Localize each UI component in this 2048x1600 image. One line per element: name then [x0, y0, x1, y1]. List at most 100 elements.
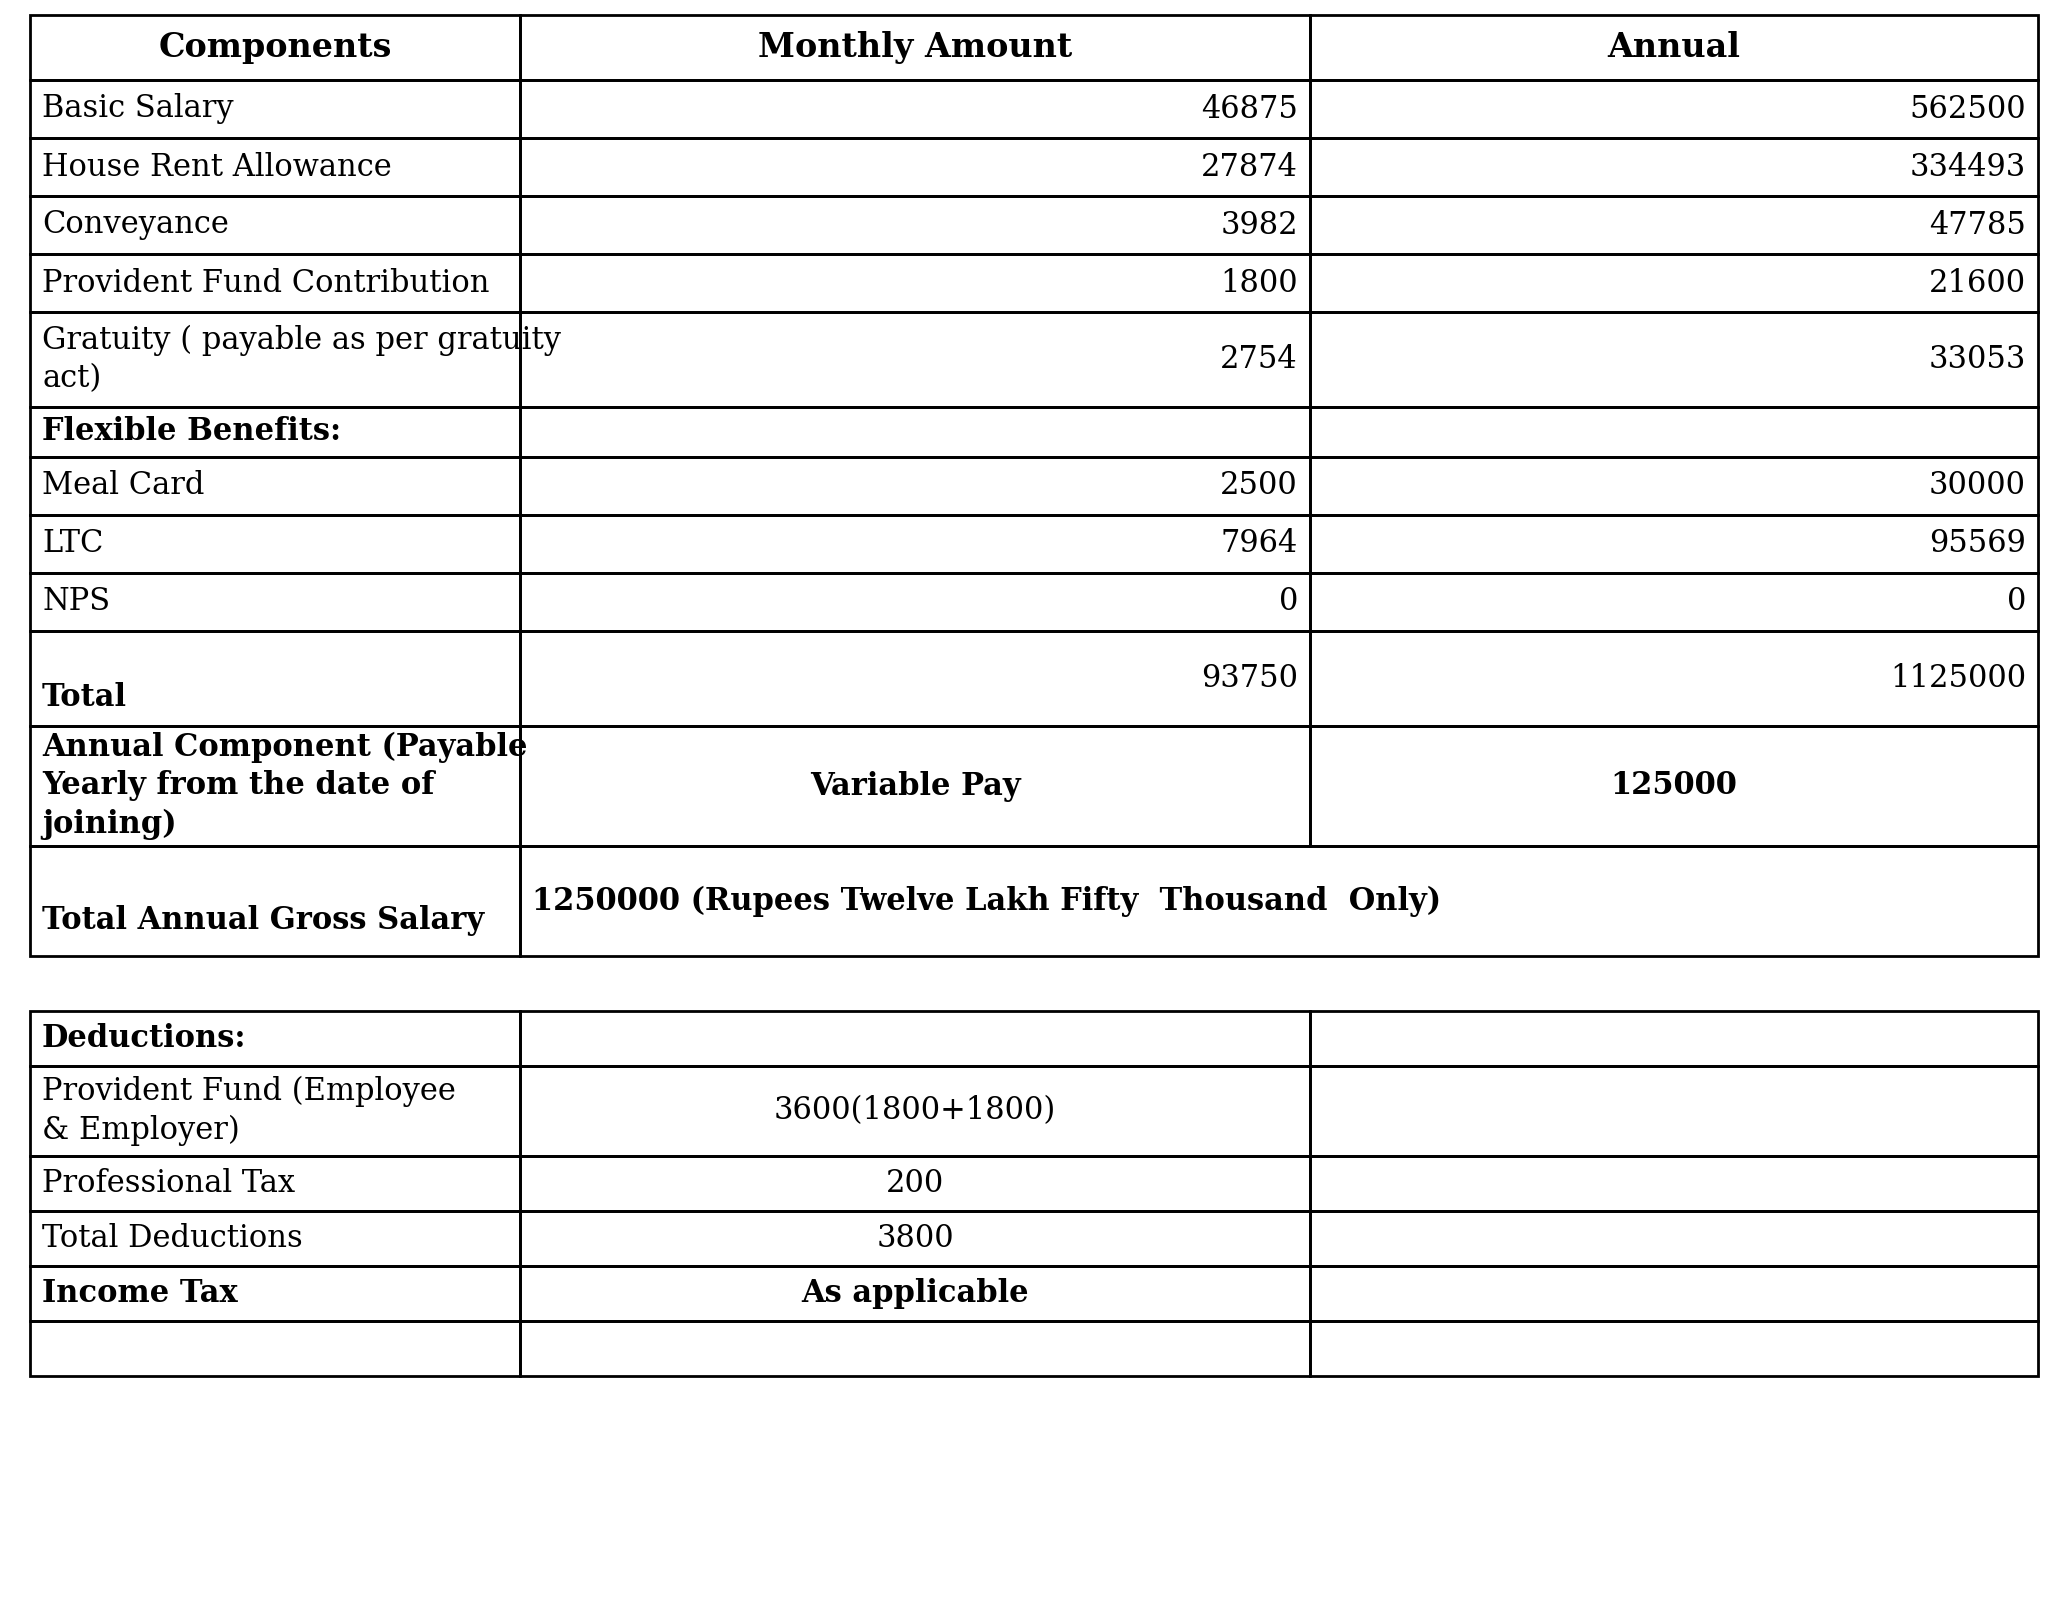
Bar [31, 573, 520, 630]
Text: 95569: 95569 [1929, 528, 2025, 560]
Bar [1311, 458, 2038, 515]
Text: Total: Total [43, 643, 127, 714]
Bar [31, 1266, 520, 1322]
Text: 46875: 46875 [1200, 93, 1298, 125]
Text: Annual Component (Payable
Yearly from the date of
joining): Annual Component (Payable Yearly from th… [43, 733, 528, 840]
Text: 1250000 (Rupees Twelve Lakh Fifty  Thousand  Only): 1250000 (Rupees Twelve Lakh Fifty Thousa… [532, 885, 1442, 917]
Bar [520, 1266, 1311, 1322]
Bar [1311, 312, 2038, 406]
Text: Total Deductions: Total Deductions [43, 1222, 303, 1254]
Text: 1800: 1800 [1221, 267, 1298, 299]
Bar [1311, 1211, 2038, 1266]
Bar [520, 406, 1311, 458]
Text: Flexible Benefits:: Flexible Benefits: [43, 416, 342, 448]
Bar [31, 1211, 520, 1266]
Bar [520, 1211, 1311, 1266]
Text: Variable Pay: Variable Pay [809, 771, 1020, 802]
Bar [1311, 1322, 2038, 1376]
Bar [31, 726, 520, 846]
Text: Provident Fund (Employee
& Employer): Provident Fund (Employee & Employer) [43, 1077, 457, 1146]
Bar [520, 14, 1311, 80]
Bar [31, 515, 520, 573]
Text: 21600: 21600 [1929, 267, 2025, 299]
Bar [520, 1066, 1311, 1155]
Bar [1311, 1066, 2038, 1155]
Bar [1311, 14, 2038, 80]
Text: Conveyance: Conveyance [43, 210, 229, 240]
Text: 2754: 2754 [1221, 344, 1298, 374]
Bar [1311, 138, 2038, 195]
Bar [520, 458, 1311, 515]
Bar [1311, 515, 2038, 573]
Bar [520, 138, 1311, 195]
Bar [31, 630, 520, 726]
Text: 200: 200 [887, 1168, 944, 1198]
Bar [31, 1322, 520, 1376]
Bar [1311, 1011, 2038, 1066]
Bar [31, 312, 520, 406]
Text: 2500: 2500 [1221, 470, 1298, 501]
Text: Professional Tax: Professional Tax [43, 1168, 295, 1198]
Bar [1311, 195, 2038, 254]
Bar [520, 630, 1311, 726]
Bar [520, 195, 1311, 254]
Bar [520, 80, 1311, 138]
Text: 3800: 3800 [877, 1222, 954, 1254]
Bar [520, 1011, 1311, 1066]
Text: 334493: 334493 [1909, 152, 2025, 182]
Text: As applicable: As applicable [801, 1278, 1028, 1309]
Text: 27874: 27874 [1200, 152, 1298, 182]
Bar [31, 1155, 520, 1211]
Text: 125000: 125000 [1610, 771, 1737, 802]
Bar [520, 846, 2038, 955]
Text: Provident Fund Contribution: Provident Fund Contribution [43, 267, 489, 299]
Bar [1311, 1266, 2038, 1322]
Bar [31, 458, 520, 515]
Bar [520, 515, 1311, 573]
Text: Total Annual Gross Salary: Total Annual Gross Salary [43, 867, 483, 936]
Bar [520, 1155, 1311, 1211]
Text: 47785: 47785 [1929, 210, 2025, 240]
Text: NPS: NPS [43, 587, 111, 618]
Text: 3600(1800+1800): 3600(1800+1800) [774, 1096, 1057, 1126]
Bar [520, 573, 1311, 630]
Text: 33053: 33053 [1929, 344, 2025, 374]
Text: 0: 0 [1278, 587, 1298, 618]
Text: Components: Components [158, 30, 391, 64]
Bar [31, 254, 520, 312]
Text: House Rent Allowance: House Rent Allowance [43, 152, 391, 182]
Bar [31, 195, 520, 254]
Text: Annual: Annual [1608, 30, 1741, 64]
Text: 3982: 3982 [1221, 210, 1298, 240]
Bar [1311, 80, 2038, 138]
Bar [31, 80, 520, 138]
Bar [31, 1011, 520, 1066]
Bar [1311, 573, 2038, 630]
Text: LTC: LTC [43, 528, 102, 560]
Text: 30000: 30000 [1929, 470, 2025, 501]
Bar [31, 406, 520, 458]
Bar [31, 14, 520, 80]
Bar [520, 726, 1311, 846]
Text: Basic Salary: Basic Salary [43, 93, 233, 125]
Text: 7964: 7964 [1221, 528, 1298, 560]
Text: Deductions:: Deductions: [43, 1022, 246, 1054]
Bar [31, 138, 520, 195]
Text: 0: 0 [2007, 587, 2025, 618]
Bar [520, 1322, 1311, 1376]
Bar [1311, 406, 2038, 458]
Bar [31, 846, 520, 955]
Text: 562500: 562500 [1909, 93, 2025, 125]
Text: Income Tax: Income Tax [43, 1278, 238, 1309]
Bar [31, 1066, 520, 1155]
Bar [520, 254, 1311, 312]
Bar [1311, 726, 2038, 846]
Bar [1311, 1155, 2038, 1211]
Bar [1311, 630, 2038, 726]
Bar [1311, 254, 2038, 312]
Text: 1125000: 1125000 [1890, 662, 2025, 694]
Text: Monthly Amount: Monthly Amount [758, 30, 1071, 64]
Text: 93750: 93750 [1200, 662, 1298, 694]
Text: Gratuity ( payable as per gratuity
act): Gratuity ( payable as per gratuity act) [43, 325, 561, 394]
Text: Meal Card: Meal Card [43, 470, 205, 501]
